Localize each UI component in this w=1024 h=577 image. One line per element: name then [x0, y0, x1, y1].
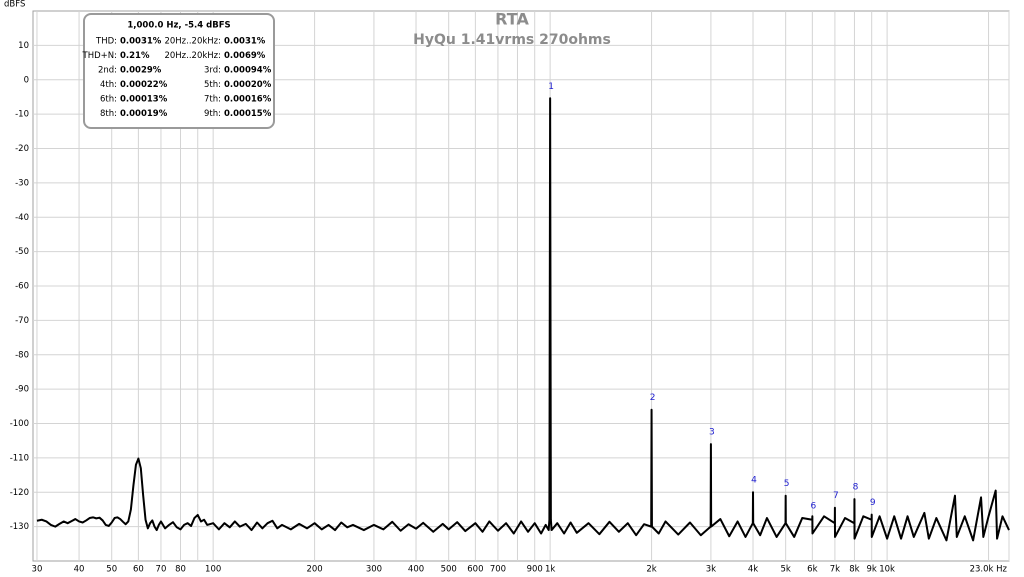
info-label: 20Hz..20kHz:: [164, 37, 221, 47]
x-tick-label: 100: [205, 565, 221, 575]
y-tick-label: -50: [15, 247, 29, 257]
y-tick-label: -10: [15, 110, 29, 120]
y-tick-label: 0: [24, 75, 29, 85]
info-value: 0.00016%: [224, 95, 272, 105]
info-value: 0.0031%: [224, 37, 266, 47]
x-tick-label: 600: [467, 565, 483, 575]
x-tick-label: 80: [175, 565, 186, 575]
info-label: 20Hz..20kHz:: [164, 51, 221, 61]
info-label: THD:: [95, 37, 117, 47]
harmonic-marker: 3: [709, 428, 715, 438]
x-tick-label: 50: [106, 565, 117, 575]
x-tick-label: 5k: [780, 565, 790, 575]
x-tick-label: 7k: [830, 565, 840, 575]
x-tick-label: 40: [74, 565, 85, 575]
info-value: 0.00022%: [120, 80, 168, 90]
y-tick-label: -130: [10, 522, 29, 532]
info-label: 9th:: [204, 109, 221, 119]
info-label: THD+N:: [82, 51, 117, 61]
harmonic-marker: 9: [870, 498, 876, 508]
spectrum-line: [36, 97, 1010, 542]
x-tick-label: 9k: [867, 565, 877, 575]
info-label: 7th:: [204, 95, 221, 105]
plot: 1 2 3 4 5 6 7 8 9: [36, 82, 1010, 542]
harmonic-marker: 4: [751, 476, 757, 486]
info-value: 0.0029%: [120, 66, 162, 76]
chart-subtitle: HyQu 1.41vrms 270ohms: [413, 32, 611, 48]
y-tick-label: -110: [10, 453, 29, 463]
info-header: 1,000.0 Hz, -5.4 dBFS: [127, 21, 230, 31]
y-tick-label: -90: [15, 385, 29, 395]
info-label: 6th:: [100, 95, 117, 105]
info-value: 0.00094%: [224, 66, 272, 76]
x-tick-label: 1k: [545, 565, 555, 575]
harmonic-marker: 8: [853, 483, 859, 493]
harmonic-marker: 6: [810, 502, 816, 512]
x-tick-label: 400: [408, 565, 424, 575]
y-tick-label: -60: [15, 282, 29, 292]
x-tick-label: 200: [306, 565, 322, 575]
info-value: 0.00013%: [120, 95, 168, 105]
info-value: 0.00019%: [120, 109, 168, 119]
x-tick-label: 6k: [807, 565, 817, 575]
harmonic-marker: 5: [784, 479, 790, 489]
y-tick-label: -20: [15, 144, 29, 154]
harmonic-marker: 2: [650, 393, 656, 403]
info-value: 0.0031%: [120, 37, 162, 47]
harmonic-marker: 1: [548, 82, 554, 92]
info-value: 0.0069%: [224, 51, 266, 61]
y-tick-label: -70: [15, 316, 29, 326]
y-tick-label: -120: [10, 488, 29, 498]
x-tick-label: 8k: [849, 565, 859, 575]
info-label: 2nd:: [98, 66, 117, 76]
info-value: 0.00020%: [224, 80, 272, 90]
y-axis-label: dBFS: [4, 0, 25, 10]
y-tick-label: -80: [15, 350, 29, 360]
info-label: 8th:: [100, 109, 117, 119]
info-label: 3rd:: [204, 66, 221, 76]
y-tick-label: -100: [10, 419, 29, 429]
x-tick-label: 30: [32, 565, 43, 575]
x-tick-label: 3k: [706, 565, 716, 575]
grid: 100-10-20-30-40-50-60-70-80-90-100-110-1…: [10, 11, 1010, 575]
info-box: [83, 13, 275, 129]
info-rows: THD: 0.0031% 20Hz..20kHz: 0.0031%THD+N: 0.21…: [82, 37, 272, 120]
y-tick-label: -40: [15, 213, 29, 223]
x-tick-label: 700: [490, 565, 506, 575]
x-tick-label: 2k: [646, 565, 656, 575]
harmonic-marker: 7: [833, 491, 839, 501]
info-label: 4th:: [100, 80, 117, 90]
y-tick-label: 10: [18, 41, 29, 51]
x-tick-label: 300: [366, 565, 382, 575]
x-tick-label: 4k: [748, 565, 758, 575]
info-label: 5th:: [204, 80, 221, 90]
x-tick-label: 23.0k Hz: [970, 565, 1008, 575]
x-tick-label: 900: [527, 565, 543, 575]
y-tick-label: -30: [15, 178, 29, 188]
x-tick-label: 10k: [879, 565, 895, 575]
chart-title: RTA: [495, 10, 529, 29]
x-tick-label: 500: [441, 565, 457, 575]
info-value: 0.00015%: [224, 109, 272, 119]
info-value: 0.21%: [120, 51, 150, 61]
x-tick-label: 70: [156, 565, 167, 575]
x-tick-label: 60: [133, 565, 144, 575]
